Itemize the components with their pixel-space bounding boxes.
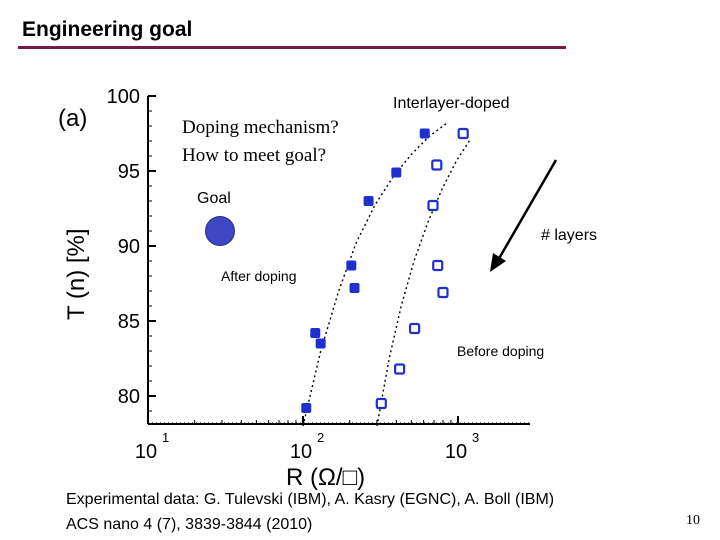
after-doping-point: [310, 328, 321, 338]
x-tick-exponent: 2: [317, 430, 324, 445]
curve-label: Interlayer-doped: [393, 95, 510, 112]
y-tick-label: 95: [118, 161, 140, 183]
y-axis-label: T (n) [%]: [63, 228, 90, 320]
x-tick-exponent: 3: [472, 430, 479, 445]
reference-citation: ACS nano 4 (7), 3839-3844 (2010): [66, 516, 313, 533]
after-doping-point: [315, 338, 326, 349]
panel-label: (a): [58, 105, 87, 132]
before-doping-point: [432, 259, 444, 272]
layers-arrow-shaft: [495, 159, 558, 263]
question-meet-goal: How to meet goal?: [182, 145, 327, 166]
reference-authors: Experimental data: G. Tulevski (IBM), A.…: [66, 491, 555, 508]
before-doping-point: [437, 286, 449, 299]
y-tick-label: 100: [107, 86, 140, 108]
page-number: 10: [686, 513, 700, 528]
before-doping-point: [427, 199, 439, 212]
fit-curve-1: [302, 122, 448, 427]
x-tick-label: 10: [445, 441, 467, 463]
question-doping-mechanism: Doping mechanism?: [182, 117, 339, 138]
after-doping-point: [349, 283, 360, 293]
before-doping-point: [375, 397, 387, 410]
slide-title: Engineering goal: [22, 18, 193, 41]
y-tick-label: 85: [118, 311, 140, 333]
x-tick-exponent: 1: [162, 430, 169, 445]
x-axis-label: R (Ω/□): [286, 464, 365, 491]
before-doping-point: [431, 159, 443, 171]
after-doping-point: [391, 167, 402, 178]
goal-label: Goal: [197, 190, 231, 207]
y-tick-label: 80: [118, 386, 140, 408]
curve-label: Before doping: [457, 343, 544, 359]
goal-marker: [205, 216, 235, 246]
after-doping-point: [419, 128, 430, 139]
before-doping-point: [394, 363, 406, 375]
fit-curve-2: [376, 139, 471, 427]
y-tick-label: 90: [118, 236, 140, 258]
layers-arrow-head: [490, 253, 506, 272]
before-doping-point: [409, 322, 421, 335]
before-doping-point: [457, 127, 469, 140]
after-doping-point: [363, 196, 374, 206]
x-tick-label: 10: [290, 441, 312, 463]
curve-label: After doping: [221, 268, 297, 284]
after-doping-point: [346, 260, 357, 271]
layers-label: # layers: [541, 227, 598, 244]
title-underline: [18, 46, 566, 49]
x-tick-label: 10: [135, 441, 157, 463]
after-doping-point: [301, 403, 312, 413]
